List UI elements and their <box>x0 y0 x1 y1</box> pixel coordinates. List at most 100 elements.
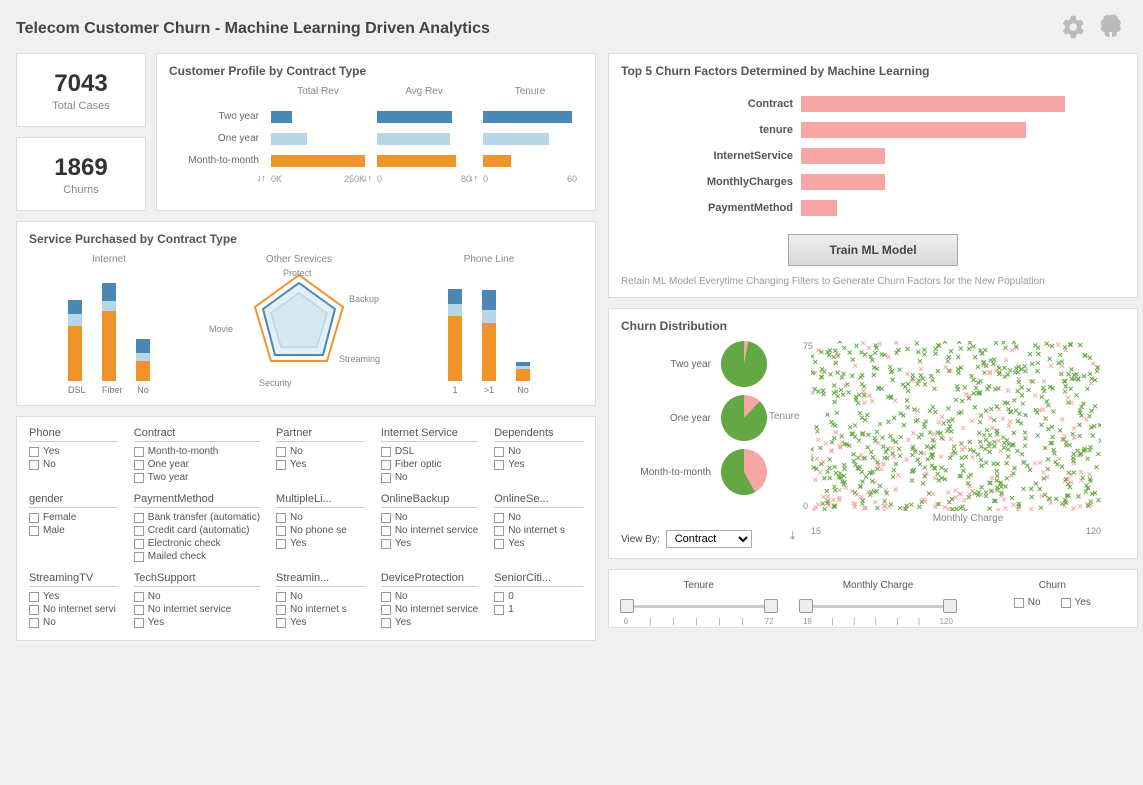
filter-option[interactable]: Credit card (automatic) <box>134 525 260 536</box>
profile-bar[interactable] <box>483 111 572 123</box>
churn-dist-title: Churn Distribution <box>621 319 1125 333</box>
pie-chart[interactable] <box>721 449 767 495</box>
profile-bar[interactable] <box>377 155 456 167</box>
profile-bar[interactable] <box>271 133 307 145</box>
profile-bar[interactable] <box>483 133 549 145</box>
radar-chart[interactable] <box>249 271 349 371</box>
filter-option[interactable]: Yes <box>134 617 260 628</box>
factor-bar[interactable] <box>801 174 885 190</box>
filter-option[interactable]: No <box>276 446 365 457</box>
filter-title: DeviceProtection <box>381 572 478 587</box>
viewby-label: View By: <box>621 534 660 545</box>
filter-option[interactable]: Fiber optic <box>381 459 478 470</box>
stack-bar[interactable] <box>516 362 530 381</box>
filter-title: StreamingTV <box>29 572 118 587</box>
filter-option[interactable]: Yes <box>276 459 365 470</box>
filter-option[interactable]: Yes <box>276 538 365 549</box>
slider-tenure[interactable]: 0|||||72 <box>624 597 774 617</box>
sort-indicator[interactable]: ↓↑ <box>257 173 266 183</box>
filter-option[interactable]: Yes <box>29 446 118 457</box>
stack-bar[interactable] <box>482 290 496 381</box>
svc-header: Internet <box>29 254 189 265</box>
filter-option[interactable]: No internet service <box>381 525 478 536</box>
churn-check-no[interactable]: No <box>1014 597 1041 608</box>
scatter-plot[interactable] <box>811 341 1101 511</box>
filter-option[interactable]: 1 <box>494 604 583 615</box>
filter-option[interactable]: Yes <box>276 617 365 628</box>
filter-option[interactable]: No internet service <box>381 604 478 615</box>
filter-option[interactable]: No <box>494 446 583 457</box>
sort-indicator[interactable]: ↓↑ <box>469 173 478 183</box>
filter-option[interactable]: No internet s <box>494 525 583 536</box>
factor-bar[interactable] <box>801 96 1065 112</box>
filter-option[interactable]: Male <box>29 525 118 536</box>
filter-option[interactable]: Yes <box>381 538 478 549</box>
filter-title: gender <box>29 493 118 508</box>
stack-bar[interactable] <box>136 339 150 381</box>
filter-option[interactable]: No <box>381 591 478 602</box>
filter-option[interactable]: Electronic check <box>134 538 260 549</box>
slider-churn-title: Churn <box>982 580 1122 591</box>
pie-chart[interactable] <box>721 341 767 387</box>
gears-icon[interactable] <box>1057 12 1087 45</box>
profile-row-label: One year <box>169 128 259 150</box>
filter-option[interactable]: No internet servi <box>29 604 118 615</box>
filter-option[interactable]: No internet s <box>276 604 365 615</box>
page-title: Telecom Customer Churn - Machine Learnin… <box>16 20 1057 38</box>
filter-option[interactable]: DSL <box>381 446 478 457</box>
stack-bar[interactable] <box>68 300 82 381</box>
profile-col-header: Avg Rev <box>377 86 471 106</box>
filter-option[interactable]: Mailed check <box>134 551 260 562</box>
profile-col-header: Tenure <box>483 86 577 106</box>
filter-option[interactable]: No <box>381 472 478 483</box>
filter-option[interactable]: No <box>276 512 365 523</box>
filter-option[interactable]: No phone se <box>276 525 365 536</box>
filter-option[interactable]: Yes <box>494 459 583 470</box>
filter-option[interactable]: No <box>494 512 583 523</box>
filter-option[interactable]: Yes <box>381 617 478 628</box>
filter-title: TechSupport <box>134 572 260 587</box>
slider-tenure-title: Tenure <box>624 580 774 591</box>
factor-label: Contract <box>621 98 801 110</box>
total-cases-counter: 7043 Total Cases <box>16 53 146 127</box>
filter-title: Internet Service <box>381 427 478 442</box>
slider-charge[interactable]: 18|||||120 <box>803 597 953 617</box>
train-ml-button[interactable]: Train ML Model <box>788 234 957 266</box>
pie-chart[interactable] <box>721 395 767 441</box>
factor-bar[interactable] <box>801 148 885 164</box>
profile-bar[interactable] <box>271 111 292 123</box>
profile-bar[interactable] <box>377 111 452 123</box>
filter-option[interactable]: No <box>29 617 118 628</box>
filter-option[interactable]: One year <box>134 459 260 470</box>
profile-bar[interactable] <box>271 155 365 167</box>
stack-bar[interactable] <box>102 283 116 381</box>
filter-option[interactable]: No <box>29 459 118 470</box>
stack-bar[interactable] <box>448 289 462 381</box>
churn-check-yes[interactable]: Yes <box>1061 597 1091 608</box>
scatter-xlabel: Monthly Charge <box>811 513 1125 524</box>
filter-title: Streamin... <box>276 572 365 587</box>
filter-option[interactable]: No <box>381 512 478 523</box>
filter-option[interactable]: 0 <box>494 591 583 602</box>
filter-title: PaymentMethod <box>134 493 260 508</box>
filter-option[interactable]: Bank transfer (automatic) <box>134 512 260 523</box>
filter-option[interactable]: Yes <box>29 591 118 602</box>
drilldown-icon[interactable]: ⤓ <box>790 530 795 543</box>
total-cases-value: 7043 <box>25 70 137 98</box>
profile-bar[interactable] <box>377 133 450 145</box>
brain-icon[interactable] <box>1097 12 1127 45</box>
filter-title: Dependents <box>494 427 583 442</box>
filter-option[interactable]: Two year <box>134 472 260 483</box>
profile-bar[interactable] <box>483 155 511 167</box>
filter-option[interactable]: Month-to-month <box>134 446 260 457</box>
filter-option[interactable]: No <box>276 591 365 602</box>
factor-bar[interactable] <box>801 200 837 216</box>
filter-option[interactable]: Female <box>29 512 118 523</box>
sort-indicator[interactable]: ↓↑ <box>363 173 372 183</box>
filter-option[interactable]: No internet service <box>134 604 260 615</box>
filter-option[interactable]: No <box>134 591 260 602</box>
filter-option[interactable]: Yes <box>494 538 583 549</box>
factor-bar[interactable] <box>801 122 1026 138</box>
viewby-select[interactable]: Contract <box>666 530 752 548</box>
factors-title: Top 5 Churn Factors Determined by Machin… <box>621 64 1125 78</box>
